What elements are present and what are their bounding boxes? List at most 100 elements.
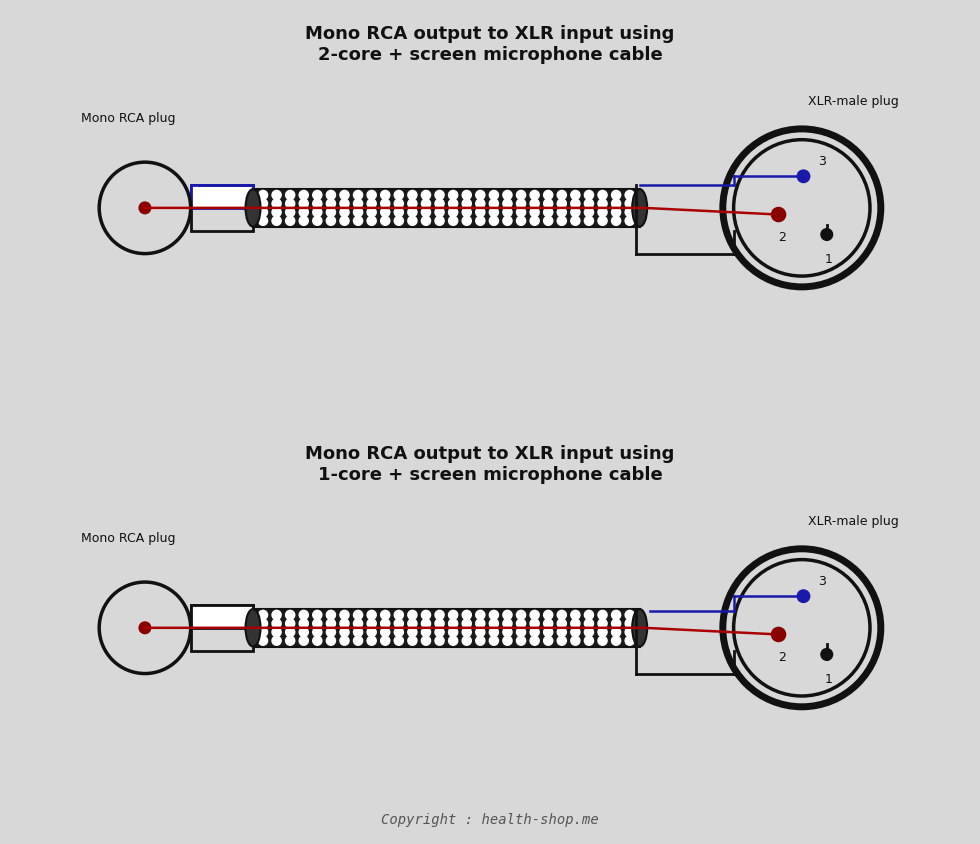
Circle shape xyxy=(394,610,404,619)
Circle shape xyxy=(408,216,416,225)
Circle shape xyxy=(380,216,390,225)
Circle shape xyxy=(736,142,867,273)
Circle shape xyxy=(475,636,485,646)
Circle shape xyxy=(598,628,607,636)
Text: 1: 1 xyxy=(824,673,832,685)
Circle shape xyxy=(408,619,416,628)
Circle shape xyxy=(435,199,444,208)
Circle shape xyxy=(449,208,458,217)
Circle shape xyxy=(489,208,499,217)
Circle shape xyxy=(489,216,499,225)
Circle shape xyxy=(272,610,281,619)
Circle shape xyxy=(570,208,580,217)
Circle shape xyxy=(530,610,539,619)
Circle shape xyxy=(598,610,607,619)
Circle shape xyxy=(489,628,499,636)
Circle shape xyxy=(558,199,566,208)
Circle shape xyxy=(612,628,620,636)
Text: Mono RCA plug: Mono RCA plug xyxy=(81,111,175,125)
Circle shape xyxy=(435,216,444,225)
Ellipse shape xyxy=(632,189,647,226)
Circle shape xyxy=(598,619,607,628)
Circle shape xyxy=(354,636,363,646)
Circle shape xyxy=(340,636,349,646)
Circle shape xyxy=(475,619,485,628)
Circle shape xyxy=(299,199,309,208)
Circle shape xyxy=(570,191,580,199)
Circle shape xyxy=(421,208,430,217)
Circle shape xyxy=(299,191,309,199)
Circle shape xyxy=(530,619,539,628)
Circle shape xyxy=(354,199,363,208)
Text: 3: 3 xyxy=(818,155,826,168)
Circle shape xyxy=(259,619,268,628)
Circle shape xyxy=(503,610,512,619)
Circle shape xyxy=(544,199,553,208)
Circle shape xyxy=(299,628,309,636)
Circle shape xyxy=(584,619,594,628)
Circle shape xyxy=(313,628,321,636)
Circle shape xyxy=(368,199,376,208)
Circle shape xyxy=(612,610,620,619)
Circle shape xyxy=(299,610,309,619)
Circle shape xyxy=(625,636,634,646)
Circle shape xyxy=(435,208,444,217)
Circle shape xyxy=(544,610,553,619)
Circle shape xyxy=(449,199,458,208)
Bar xyxy=(253,609,640,647)
Circle shape xyxy=(272,216,281,225)
Circle shape xyxy=(326,636,335,646)
Circle shape xyxy=(584,208,594,217)
Circle shape xyxy=(530,191,539,199)
Circle shape xyxy=(435,628,444,636)
Circle shape xyxy=(354,619,363,628)
Bar xyxy=(191,185,253,231)
Circle shape xyxy=(435,636,444,646)
Circle shape xyxy=(380,636,390,646)
Text: Mono RCA output to XLR input using
1-core + screen microphone cable: Mono RCA output to XLR input using 1-cor… xyxy=(306,445,674,484)
Circle shape xyxy=(798,170,809,182)
Bar xyxy=(191,185,253,208)
Circle shape xyxy=(394,628,404,636)
Circle shape xyxy=(584,199,594,208)
Circle shape xyxy=(368,191,376,199)
Circle shape xyxy=(625,628,634,636)
Circle shape xyxy=(313,199,321,208)
Circle shape xyxy=(435,610,444,619)
Circle shape xyxy=(598,191,607,199)
Circle shape xyxy=(313,216,321,225)
Circle shape xyxy=(354,208,363,217)
Circle shape xyxy=(449,191,458,199)
Circle shape xyxy=(272,191,281,199)
Circle shape xyxy=(313,619,321,628)
Circle shape xyxy=(272,636,281,646)
Circle shape xyxy=(421,216,430,225)
Circle shape xyxy=(489,199,499,208)
Circle shape xyxy=(544,636,553,646)
Circle shape xyxy=(463,610,471,619)
Circle shape xyxy=(570,610,580,619)
Text: Copyright : health-shop.me: Copyright : health-shop.me xyxy=(381,814,599,827)
Circle shape xyxy=(449,628,458,636)
Circle shape xyxy=(368,610,376,619)
Circle shape xyxy=(558,216,566,225)
Circle shape xyxy=(408,191,416,199)
Circle shape xyxy=(612,199,620,208)
Circle shape xyxy=(584,191,594,199)
Circle shape xyxy=(612,636,620,646)
Circle shape xyxy=(530,636,539,646)
Circle shape xyxy=(340,610,349,619)
Circle shape xyxy=(299,216,309,225)
Circle shape xyxy=(394,208,404,217)
Circle shape xyxy=(421,628,430,636)
Circle shape xyxy=(326,628,335,636)
Text: XLR-male plug: XLR-male plug xyxy=(808,515,899,528)
Circle shape xyxy=(516,199,525,208)
Text: 2: 2 xyxy=(778,651,786,664)
Circle shape xyxy=(272,619,281,628)
Circle shape xyxy=(380,199,390,208)
Circle shape xyxy=(821,229,833,241)
Circle shape xyxy=(503,191,512,199)
Ellipse shape xyxy=(246,609,261,647)
Ellipse shape xyxy=(246,189,261,226)
